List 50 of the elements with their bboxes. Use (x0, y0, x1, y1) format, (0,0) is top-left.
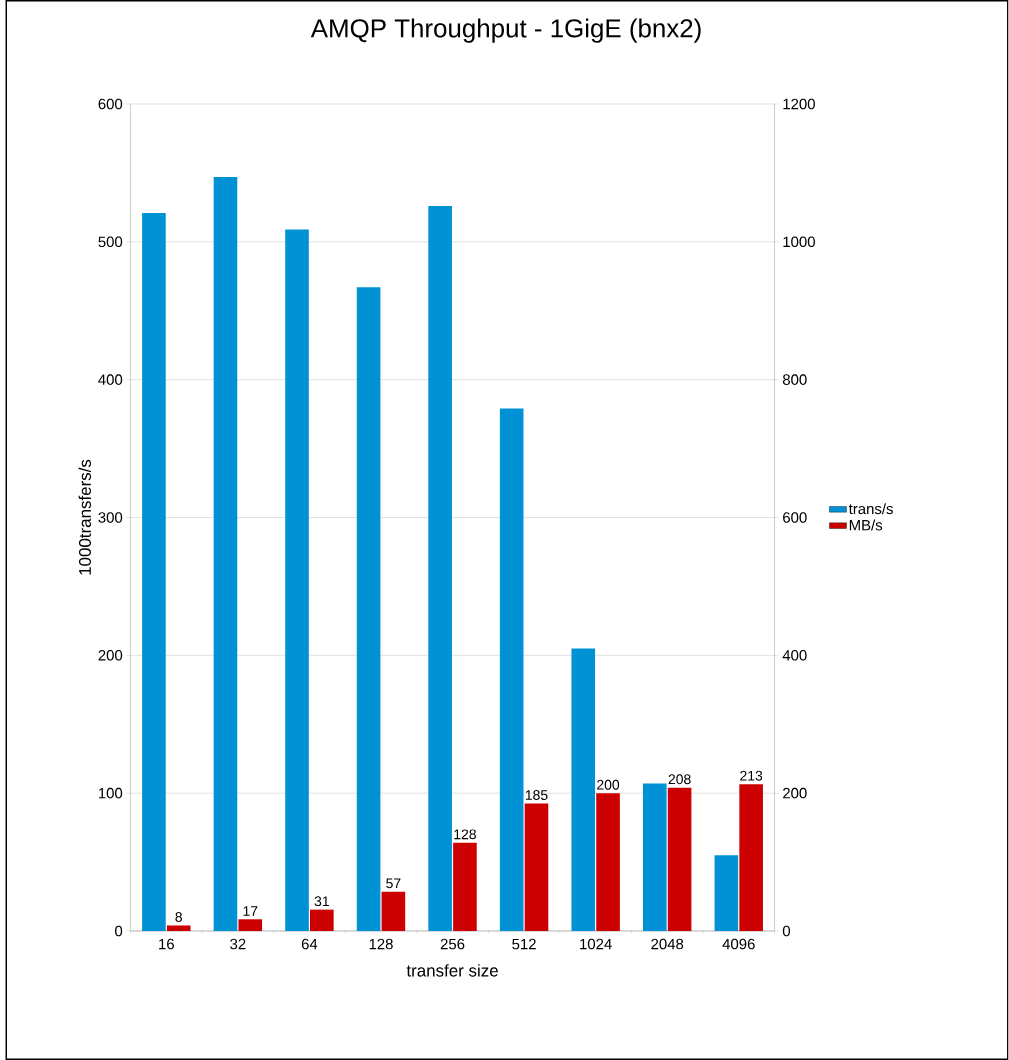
y2-tick-label: 0 (783, 925, 791, 937)
y2-tick-label: 200 (783, 787, 807, 799)
y2-tick-label: 400 (782, 650, 807, 661)
x-tick-label: 128 (369, 938, 394, 950)
y2-tick-label: 1000 (783, 236, 816, 248)
y2-tick-label: 800 (783, 374, 807, 385)
data-label: 8 (175, 912, 183, 922)
y-tick-label: 500 (98, 236, 123, 248)
data-label: 17 (243, 906, 258, 916)
y-tick-label: 400 (98, 374, 123, 385)
bar (310, 909, 334, 931)
x-tick-label: 256 (441, 938, 465, 950)
y-tick-label: 600 (98, 98, 123, 110)
data-label: 208 (668, 774, 691, 785)
data-label: 213 (740, 770, 763, 781)
x-tick-label: 64 (302, 938, 318, 950)
legend-label: MB/s (850, 519, 883, 531)
legend-label: trans/s (849, 503, 894, 515)
y-tick-label: 300 (98, 512, 123, 523)
y2-tick-label: 1200 (783, 98, 816, 110)
y2-tick-label: 600 (783, 512, 807, 523)
y-tick-label: 0 (115, 925, 123, 937)
data-label: 200 (597, 779, 620, 790)
data-label: 128 (454, 829, 477, 840)
chart-title: AMQP Throughput - 1GigE (bnx2) (311, 18, 701, 43)
data-label: 185 (526, 790, 548, 800)
x-tick-label: 4096 (722, 938, 755, 950)
x-tick-label: 512 (512, 938, 537, 950)
x-tick-label: 2048 (651, 938, 684, 950)
data-label: 31 (314, 896, 330, 907)
x-axis-title: transfer size (406, 964, 499, 977)
bar (238, 919, 263, 931)
bar (428, 205, 453, 931)
y-axis-title: 1000transfers/s (78, 459, 92, 575)
bar (524, 803, 549, 931)
bar (142, 212, 166, 931)
y-tick-label: 100 (99, 787, 123, 799)
y-tick-label: 200 (98, 650, 123, 661)
bar (453, 842, 477, 931)
x-tick-label: 1024 (580, 938, 613, 950)
bar (357, 287, 381, 931)
x-tick-label: 16 (159, 938, 175, 950)
bar (381, 891, 406, 931)
bar (571, 648, 596, 931)
data-label: 57 (386, 878, 401, 889)
bar (167, 925, 191, 931)
bar (285, 229, 310, 931)
x-tick-label: 32 (230, 938, 246, 950)
bar (213, 177, 238, 931)
bar (500, 408, 524, 931)
